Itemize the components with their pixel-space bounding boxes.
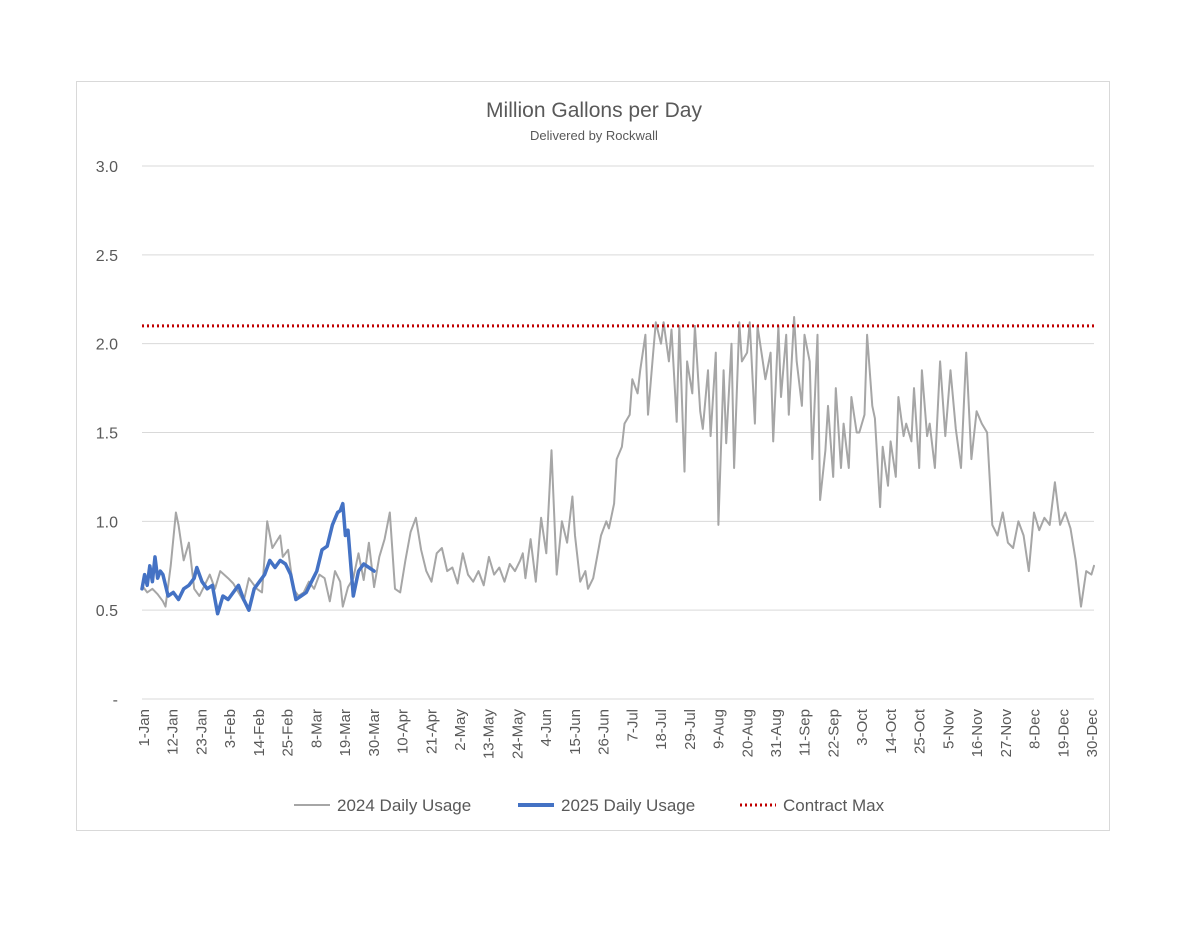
x-tick-label: 25-Feb: [280, 709, 297, 757]
y-tick-label: -: [113, 692, 118, 709]
x-tick-label: 25-Oct: [912, 708, 929, 754]
y-tick-label: 2.0: [96, 337, 118, 354]
x-tick-label: 22-Sep: [825, 709, 842, 757]
legend-label-2025: 2025 Daily Usage: [561, 796, 695, 815]
series-lines: [140, 316, 1095, 616]
x-tick-label: 10-Apr: [395, 709, 412, 754]
x-tick-label: 1-Jan: [136, 709, 153, 747]
x-tick-label: 26-Jun: [596, 709, 613, 755]
x-tick-label: 30-Dec: [1084, 709, 1101, 758]
x-tick-label: 31-Aug: [768, 709, 785, 757]
x-tick-label: 23-Jan: [193, 709, 210, 755]
legend: 2024 Daily Usage 2025 Daily Usage Contra…: [294, 796, 885, 815]
x-tick-label: 27-Nov: [998, 709, 1015, 758]
x-tick-label: 15-Jun: [567, 709, 584, 755]
x-tick-label: 9-Aug: [711, 709, 728, 749]
y-tick-label: 1.5: [96, 426, 118, 443]
x-axis-ticks: 1-Jan 12-Jan 23-Jan 3-Feb 14-Feb 25-Feb 8-Mar 1…: [136, 708, 1101, 759]
x-tick-label: 20-Aug: [739, 709, 756, 757]
series-line-2025: [140, 501, 376, 616]
x-tick-label: 30-Mar: [366, 709, 383, 757]
x-tick-label: 8-Dec: [1027, 709, 1044, 750]
chart-subtitle: Delivered by Rockwall: [530, 128, 658, 143]
x-tick-label: 14-Feb: [251, 709, 268, 757]
x-tick-label: 11-Sep: [797, 709, 814, 756]
x-tick-label: 16-Nov: [969, 709, 986, 758]
y-tick-label: 0.5: [96, 603, 118, 620]
x-tick-label: 4-Jun: [538, 709, 555, 747]
legend-label-2024: 2024 Daily Usage: [337, 796, 471, 815]
y-tick-label: 2.5: [96, 248, 118, 265]
x-tick-label: 3-Oct: [854, 708, 871, 746]
x-tick-label: 19-Dec: [1055, 709, 1072, 758]
x-tick-label: 7-Jul: [624, 709, 641, 742]
x-tick-label: 21-Apr: [423, 709, 440, 754]
x-tick-label: 12-Jan: [165, 709, 182, 755]
gridlines: [142, 165, 1094, 700]
x-tick-label: 5-Nov: [940, 709, 957, 750]
x-tick-label: 3-Feb: [222, 709, 239, 748]
x-tick-label: 14-Oct: [883, 708, 900, 754]
x-tick-label: 24-May: [509, 709, 526, 760]
x-tick-label: 8-Mar: [308, 709, 325, 748]
x-tick-label: 18-Jul: [653, 709, 670, 750]
y-tick-label: 3.0: [96, 159, 118, 176]
x-tick-label: 19-Mar: [337, 709, 354, 757]
x-tick-label: 29-Jul: [682, 709, 699, 750]
y-axis-ticks: - 0.5 1.0 1.5 2.0 2.5 3.0: [96, 159, 118, 709]
legend-label-contract-max: Contract Max: [783, 796, 885, 815]
x-tick-label: 2-May: [452, 709, 469, 751]
series-line-2024: [141, 316, 1095, 608]
chart-frame: [76, 81, 1110, 831]
chart-title: Million Gallons per Day: [486, 99, 702, 122]
x-tick-label: 13-May: [481, 709, 498, 760]
y-tick-label: 1.0: [96, 514, 118, 531]
